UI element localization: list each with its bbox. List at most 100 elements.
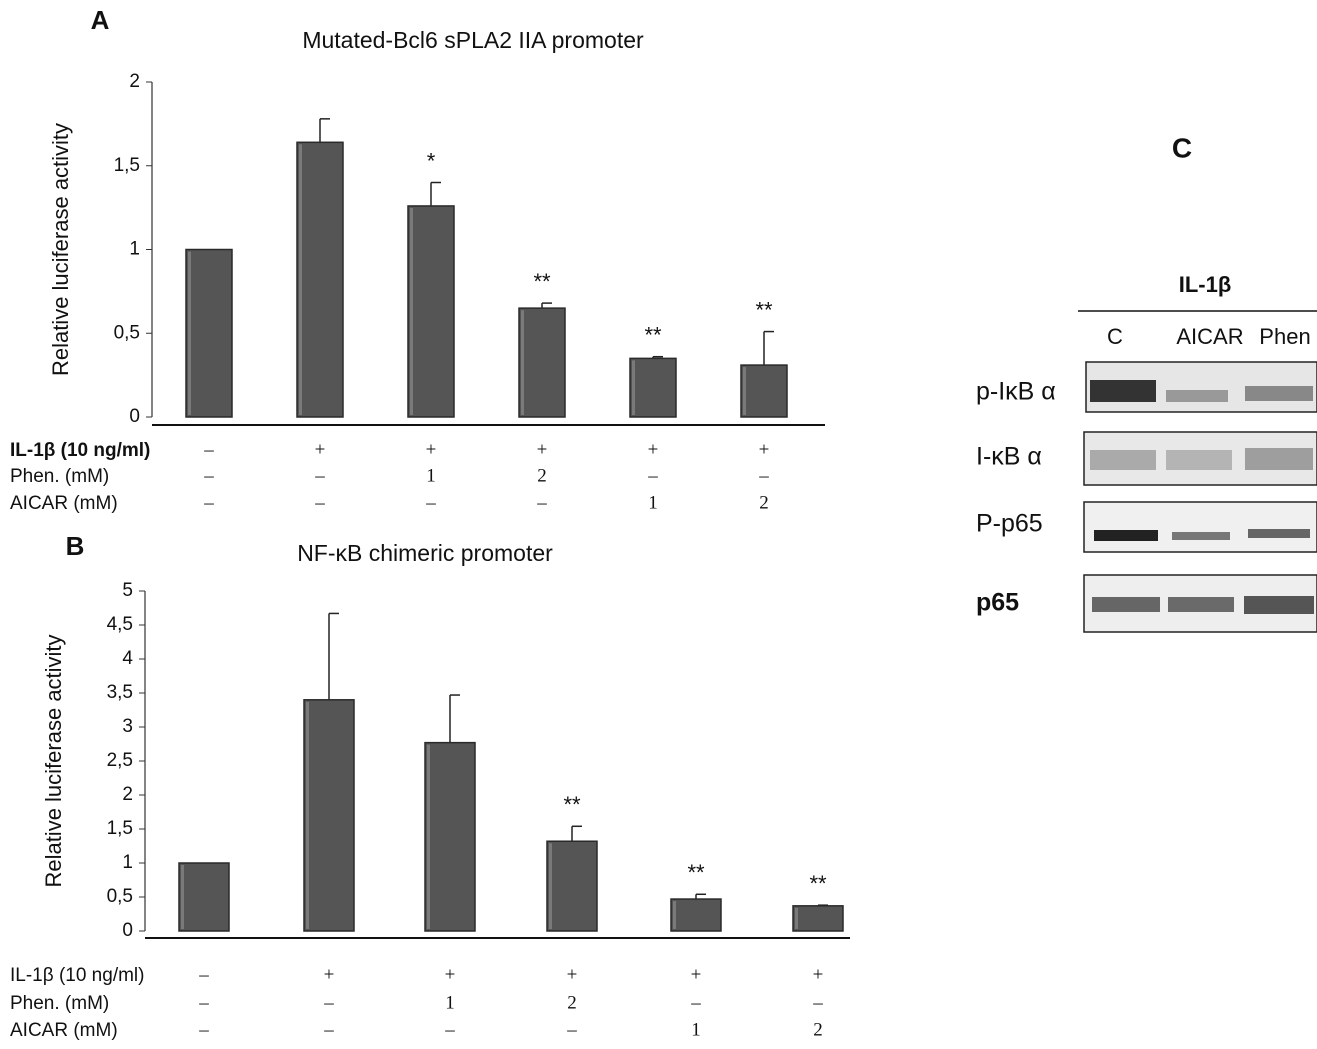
- condition-value: –: [198, 964, 209, 985]
- condition-value: +: [537, 439, 548, 460]
- bar-highlight: [188, 252, 191, 416]
- bar-highlight: [521, 310, 524, 415]
- band: [1248, 529, 1310, 538]
- condition-value: –: [444, 1019, 455, 1040]
- condition-value: 2: [759, 492, 769, 513]
- condition-value: +: [315, 439, 326, 460]
- panel-letter: B: [66, 531, 85, 561]
- condition-value: –: [203, 439, 214, 460]
- y-tick-label: 4,5: [107, 614, 133, 635]
- bar: [297, 142, 343, 417]
- condition-value: –: [758, 465, 769, 486]
- condition-label: IL-1β (10 ng/ml): [10, 965, 144, 986]
- significance: **: [809, 871, 827, 896]
- band: [1090, 450, 1156, 470]
- figure: A B C IL-1β C AICAR Phen p-IκB α I-κB α …: [0, 0, 1317, 1044]
- condition-value: –: [566, 1019, 577, 1040]
- y-tick-label: 0: [129, 406, 140, 427]
- band: [1245, 386, 1313, 401]
- y-tick-label: 5: [122, 580, 133, 601]
- bar-highlight: [427, 745, 430, 929]
- condition-label: Phen. (mM): [10, 993, 109, 1014]
- condition-value: +: [759, 439, 770, 460]
- y-tick-label: 2: [129, 71, 140, 92]
- bar-highlight: [181, 865, 184, 929]
- bar: [741, 365, 787, 417]
- condition-value: 2: [537, 465, 547, 486]
- bar: [408, 206, 454, 417]
- y-tick-label: 3: [122, 716, 133, 737]
- bar-highlight: [299, 144, 302, 415]
- bar-highlight: [632, 360, 635, 415]
- condition-value: 2: [567, 992, 577, 1013]
- significance: **: [755, 297, 773, 322]
- lane-label: C: [1107, 324, 1123, 349]
- condition-value: –: [198, 1019, 209, 1040]
- bar-highlight: [795, 908, 798, 929]
- condition-value: 2: [813, 1019, 823, 1040]
- condition-value: 1: [691, 1019, 701, 1040]
- condition-value: –: [198, 992, 209, 1013]
- band: [1244, 596, 1314, 614]
- band: [1166, 450, 1232, 470]
- condition-value: –: [425, 492, 436, 513]
- condition-value: 1: [648, 492, 658, 513]
- condition-value: +: [426, 439, 437, 460]
- bar-highlight: [743, 367, 746, 415]
- chart-title: NF-κB chimeric promoter: [297, 540, 553, 566]
- condition-value: –: [314, 492, 325, 513]
- panel-letter: A: [91, 5, 110, 35]
- condition-value: +: [445, 964, 456, 985]
- y-tick-label: 1: [129, 239, 140, 260]
- treatment-label: IL-1β: [1179, 272, 1232, 297]
- condition-value: 1: [426, 465, 436, 486]
- condition-value: +: [691, 964, 702, 985]
- band: [1168, 597, 1234, 612]
- band: [1166, 390, 1228, 402]
- significance: **: [687, 860, 705, 885]
- bar: [547, 841, 597, 931]
- bar: [519, 308, 565, 417]
- condition-value: –: [323, 1019, 334, 1040]
- panel-letter: C: [1172, 132, 1192, 163]
- condition-value: +: [648, 439, 659, 460]
- row-label: p65: [976, 589, 1019, 617]
- blot-box: [1084, 502, 1317, 552]
- y-tick-label: 1,5: [107, 818, 133, 839]
- condition-value: –: [314, 465, 325, 486]
- significance: **: [563, 792, 581, 817]
- bar: [304, 700, 354, 931]
- band: [1092, 597, 1160, 612]
- band: [1245, 448, 1313, 470]
- condition-value: –: [647, 465, 658, 486]
- y-axis-label: Relative luciferase activity: [48, 123, 73, 376]
- y-tick-label: 0: [122, 920, 133, 941]
- condition-label: AICAR (mM): [10, 1020, 118, 1041]
- lane-label: AICAR: [1176, 324, 1243, 349]
- condition-value: –: [812, 992, 823, 1013]
- condition-value: –: [536, 492, 547, 513]
- condition-label: Phen. (mM): [10, 466, 109, 487]
- y-tick-label: 1,5: [114, 155, 140, 176]
- condition-value: +: [567, 964, 578, 985]
- condition-value: –: [203, 492, 214, 513]
- lane-label: Phen: [1259, 324, 1310, 349]
- significance: **: [644, 323, 662, 348]
- y-axis-label: Relative luciferase activity: [41, 634, 66, 887]
- bar: [179, 863, 229, 931]
- condition-value: +: [324, 964, 335, 985]
- y-tick-label: 3,5: [107, 682, 133, 703]
- condition-value: +: [813, 964, 824, 985]
- bar-highlight: [673, 901, 676, 929]
- condition-value: 1: [445, 992, 455, 1013]
- bar: [630, 358, 676, 417]
- bar-highlight: [410, 208, 413, 415]
- significance: *: [427, 148, 436, 173]
- chart-title: Mutated-Bcl6 sPLA2 IIA promoter: [302, 27, 644, 53]
- y-tick-label: 2,5: [107, 750, 133, 771]
- condition-value: –: [690, 992, 701, 1013]
- y-tick-label: 1: [122, 852, 133, 873]
- y-tick-label: 0,5: [114, 322, 140, 343]
- bar-highlight: [549, 843, 552, 929]
- band: [1090, 380, 1156, 402]
